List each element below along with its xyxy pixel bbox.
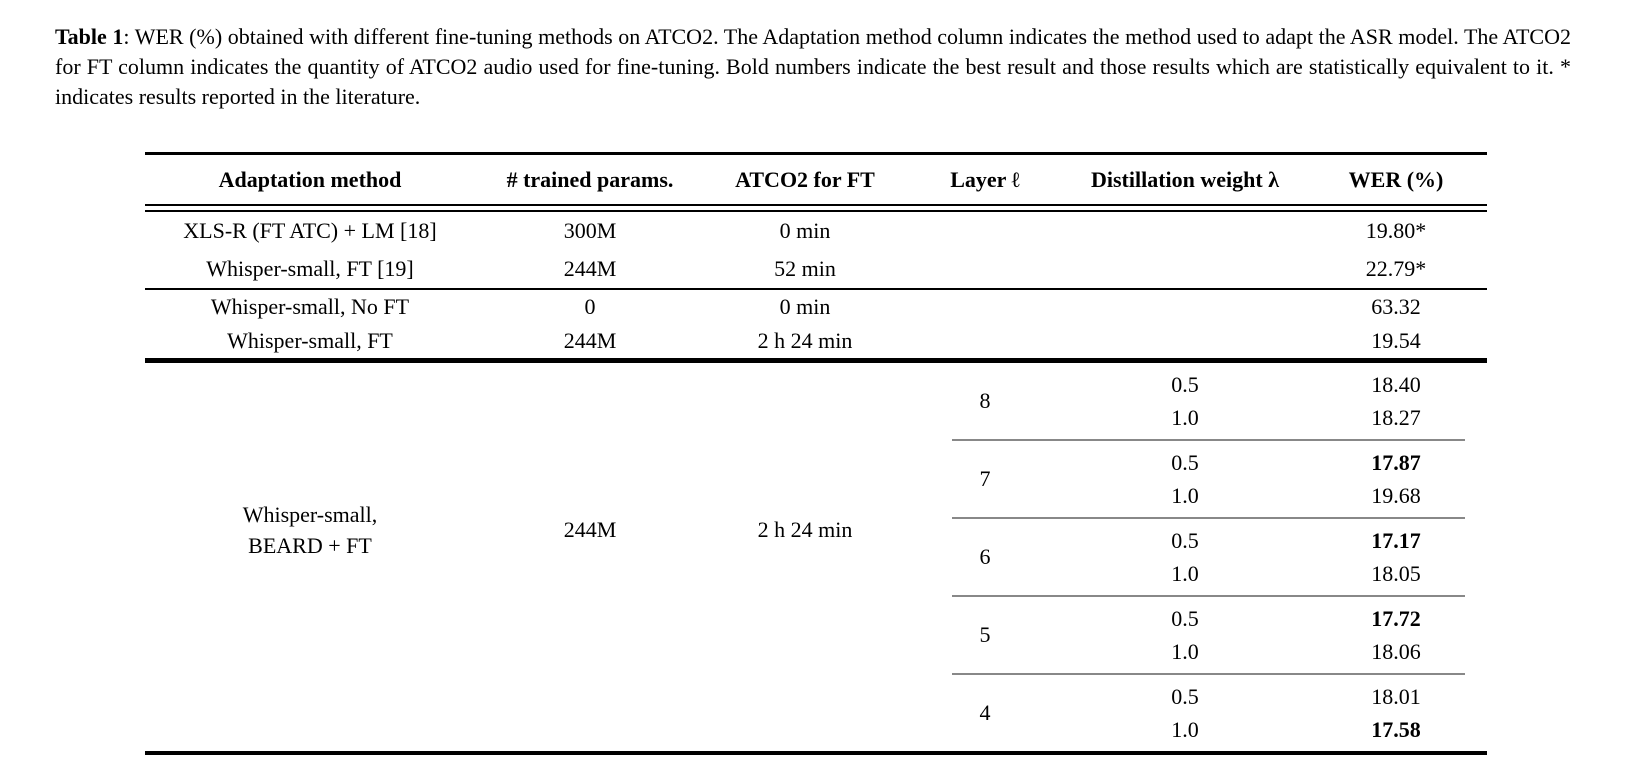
cell-weight: 1.0 bbox=[1171, 638, 1199, 664]
header-double-rule-2 bbox=[145, 210, 1487, 212]
table-row: 0.5 18.01 bbox=[1065, 680, 1487, 713]
table-row: Whisper-small, FT 244M 2 h 24 min 19.54 bbox=[145, 324, 1487, 358]
table-bottom-rule bbox=[145, 751, 1487, 755]
section-divider-thick-rule bbox=[145, 358, 1487, 363]
layer-group-5: 5 0.5 17.72 1.0 18.06 bbox=[905, 597, 1487, 673]
layer-group-4: 4 0.5 18.01 1.0 17.58 bbox=[905, 675, 1487, 751]
cell-wer: 19.54 bbox=[1371, 328, 1421, 353]
cell-weight: 1.0 bbox=[1171, 560, 1199, 586]
cell-params: 300M bbox=[563, 218, 617, 243]
layer-group-7: 7 0.5 17.87 1.0 19.68 bbox=[905, 441, 1487, 517]
col-header-wer: WER (%) bbox=[1348, 166, 1444, 192]
cell-wer: 19.80* bbox=[1365, 218, 1427, 243]
table-row: XLS-R (FT ATC) + LM [18] 300M 0 min 19.8… bbox=[145, 212, 1487, 250]
cell-method: Whisper-small, FT [19] bbox=[206, 256, 414, 281]
cell-wer: 17.87 bbox=[1371, 449, 1421, 475]
cell-method-multiline: Whisper-small, BEARD + FT bbox=[145, 499, 475, 561]
cell-wer: 18.01 bbox=[1371, 683, 1421, 709]
col-header-layer: Layer ℓ bbox=[950, 166, 1020, 192]
cell-wer: 17.17 bbox=[1371, 527, 1421, 553]
cell-wer: 18.40 bbox=[1371, 371, 1421, 397]
table-row: 1.0 18.06 bbox=[1065, 635, 1487, 668]
cell-layer: 5 bbox=[979, 622, 991, 647]
caption-label: Table 1 bbox=[55, 24, 124, 49]
layer-groups: 8 0.5 18.40 1.0 18.27 7 bbox=[905, 363, 1487, 751]
table-row: 1.0 18.27 bbox=[1065, 401, 1487, 434]
table-header-row: Adaptation method # trained params. ATCO… bbox=[145, 155, 1487, 204]
layer-group-rows: 0.5 17.17 1.0 18.05 bbox=[1065, 524, 1487, 590]
layer-group-rows: 0.5 17.87 1.0 19.68 bbox=[1065, 446, 1487, 512]
layer-group-divider bbox=[952, 439, 1465, 441]
cell-atco2: 0 min bbox=[779, 218, 831, 243]
table-row: 0.5 17.17 bbox=[1065, 524, 1487, 557]
cell-params: 0 bbox=[584, 294, 596, 319]
table-caption: Table 1: WER (%) obtained with different… bbox=[55, 22, 1571, 112]
beard-ft-section: Whisper-small, BEARD + FT 244M 2 h 24 mi… bbox=[145, 363, 1487, 751]
results-table: Adaptation method # trained params. ATCO… bbox=[145, 152, 1487, 755]
layer-group-8: 8 0.5 18.40 1.0 18.27 bbox=[905, 363, 1487, 439]
table-row: 0.5 18.40 bbox=[1065, 368, 1487, 401]
layer-group-divider bbox=[952, 595, 1465, 597]
table-row: 0.5 17.87 bbox=[1065, 446, 1487, 479]
cell-method: XLS-R (FT ATC) + LM [18] bbox=[183, 218, 437, 243]
layer-group-rows: 0.5 18.40 1.0 18.27 bbox=[1065, 368, 1487, 434]
cell-atco2: 2 h 24 min bbox=[757, 517, 853, 542]
table-row: Whisper-small, FT [19] 244M 52 min 22.79… bbox=[145, 250, 1487, 288]
cell-layer: 8 bbox=[979, 388, 991, 413]
table-top-rule bbox=[145, 152, 1487, 155]
cell-params: 244M bbox=[563, 256, 617, 281]
cell-wer: 18.06 bbox=[1371, 638, 1421, 664]
cell-wer: 63.32 bbox=[1371, 294, 1421, 319]
cell-weight: 1.0 bbox=[1171, 482, 1199, 508]
layer-group-6: 6 0.5 17.17 1.0 18.05 bbox=[905, 519, 1487, 595]
cell-wer: 18.27 bbox=[1371, 404, 1421, 430]
col-header-atco2-for-ft: ATCO2 for FT bbox=[735, 166, 875, 192]
cell-wer: 18.05 bbox=[1371, 560, 1421, 586]
header-double-rule-1 bbox=[145, 204, 1487, 206]
cell-method-line2: BEARD + FT bbox=[248, 533, 372, 558]
table-row: 1.0 18.05 bbox=[1065, 557, 1487, 590]
cell-weight: 1.0 bbox=[1171, 404, 1199, 430]
cell-weight: 1.0 bbox=[1171, 716, 1199, 742]
table-row: 0.5 17.72 bbox=[1065, 602, 1487, 635]
cell-weight: 0.5 bbox=[1171, 371, 1199, 397]
cell-params: 244M bbox=[563, 328, 617, 353]
cell-layer: 6 bbox=[979, 544, 991, 569]
cell-weight: 0.5 bbox=[1171, 449, 1199, 475]
layer-group-rows: 0.5 17.72 1.0 18.06 bbox=[1065, 602, 1487, 668]
caption-text: : WER (%) obtained with different fine-t… bbox=[55, 24, 1571, 109]
cell-method-line1: Whisper-small, bbox=[242, 502, 378, 527]
cell-weight: 0.5 bbox=[1171, 683, 1199, 709]
cell-wer: 17.58 bbox=[1371, 716, 1421, 742]
cell-weight: 0.5 bbox=[1171, 527, 1199, 553]
layer-group-rows: 0.5 18.01 1.0 17.58 bbox=[1065, 680, 1487, 746]
cell-wer: 22.79* bbox=[1365, 256, 1427, 281]
table-row: Whisper-small, No FT 0 0 min 63.32 bbox=[145, 290, 1487, 324]
cell-weight: 0.5 bbox=[1171, 605, 1199, 631]
col-header-distillation-weight: Distillation weight λ bbox=[1090, 166, 1280, 192]
table-row: 1.0 19.68 bbox=[1065, 479, 1487, 512]
cell-method: Whisper-small, No FT bbox=[210, 294, 410, 319]
cell-layer: 7 bbox=[979, 466, 991, 491]
cell-wer: 17.72 bbox=[1371, 605, 1421, 631]
table-row: 1.0 17.58 bbox=[1065, 713, 1487, 746]
cell-atco2: 2 h 24 min bbox=[757, 328, 853, 353]
layer-group-divider bbox=[952, 673, 1465, 675]
cell-wer: 19.68 bbox=[1371, 482, 1421, 508]
cell-method: Whisper-small, FT bbox=[227, 328, 393, 353]
col-header-adaptation-method: Adaptation method bbox=[218, 166, 402, 192]
cell-layer: 4 bbox=[979, 700, 991, 725]
col-header-trained-params: # trained params. bbox=[506, 166, 674, 192]
cell-atco2: 52 min bbox=[774, 256, 836, 281]
beard-ft-left-cells: Whisper-small, BEARD + FT 244M 2 h 24 mi… bbox=[145, 363, 905, 751]
cell-atco2: 0 min bbox=[779, 294, 831, 319]
layer-group-divider bbox=[952, 517, 1465, 519]
section-divider-rule bbox=[145, 288, 1487, 290]
cell-params: 244M bbox=[563, 517, 617, 542]
